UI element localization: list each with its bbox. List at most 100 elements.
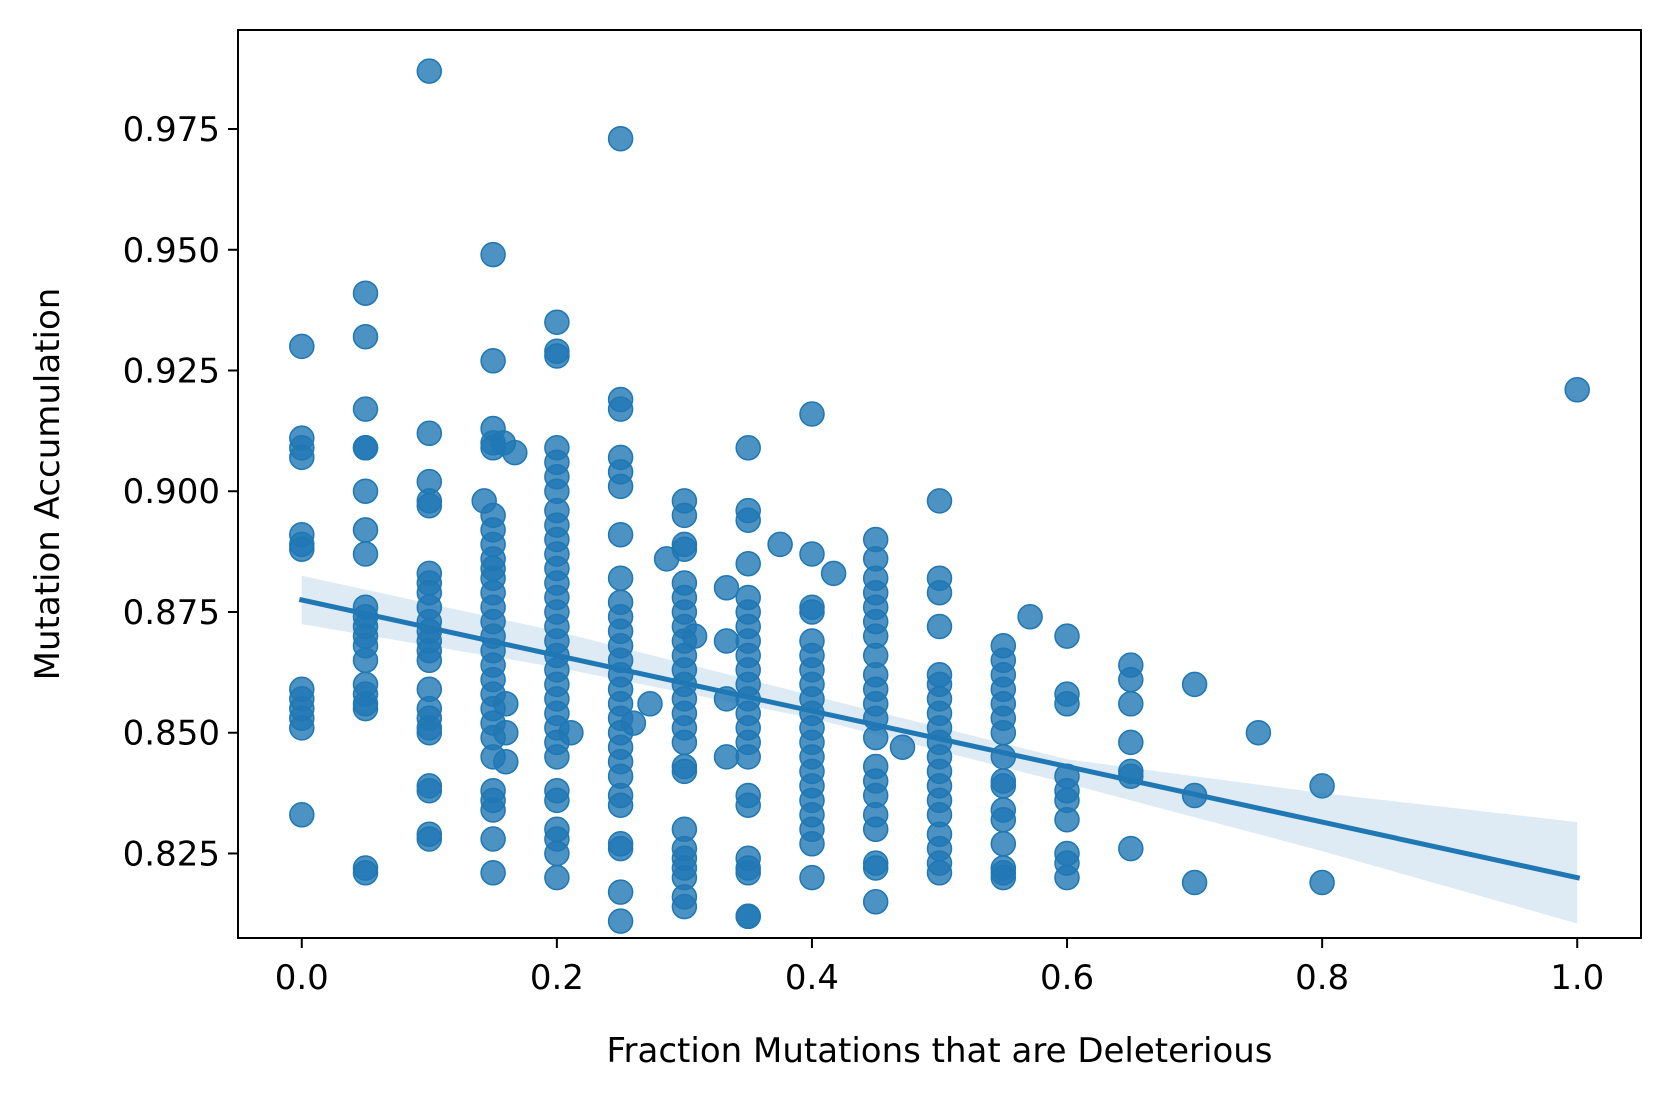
scatter-point [1564,377,1590,403]
regression-line [298,596,1581,881]
scatter-point [990,719,1017,746]
scatter-point [799,599,825,625]
scatter-point [544,840,570,867]
scatter-point [416,492,443,519]
y-tick-label: 0.825 [123,834,220,874]
scatter-point [352,323,379,350]
x-tick-label: 0.8 [1295,958,1349,998]
scatter-point [799,541,825,567]
scatter-point [416,420,443,447]
scatter-point [607,521,634,548]
scatter-point [862,889,889,915]
y-tick-label: 0.975 [123,110,220,150]
scatter-point [671,729,698,756]
y-axis-label: Mutation Accumulation [28,288,68,681]
scatter-point [416,719,443,746]
scatter-point [1054,864,1080,891]
scatter-point [480,241,506,268]
x-axis-label: Fraction Mutations that are Deleterious [606,1031,1272,1071]
scatter-point [713,628,740,654]
scatter-point [1309,773,1335,799]
scatter-point [713,744,740,770]
y-tick-label: 0.850 [123,714,220,754]
scatter-point [607,879,634,905]
y-axis-ticks: 0.825 0.850 0.875 0.900 0.925 0.950 0.975 [123,110,238,874]
scatter-point [1054,691,1080,717]
scatter-point [352,541,379,567]
scatter-point [544,343,570,369]
scatter-point [1309,869,1335,896]
scatter-point [502,439,528,466]
x-tick-label: 1.0 [1550,958,1604,998]
scatter-point [862,816,889,843]
scatter-point [493,691,519,717]
scatter-point [1054,806,1080,833]
scatter-point [607,908,634,934]
scatter-point [990,806,1017,833]
scatter-point [352,860,379,886]
scatter-point [735,744,761,770]
scatter-point [926,613,953,640]
scatter-point [1017,604,1043,630]
scatter-point [1245,719,1272,746]
scatter-point [352,647,379,674]
scatter-point [1054,623,1080,649]
x-tick-label: 0.2 [530,958,584,998]
scatter-point [990,773,1017,799]
scatter-point [1181,671,1208,698]
scatter-point [480,797,506,823]
x-axis-ticks: 0.0 0.2 0.4 0.6 0.8 1.0 [275,938,1604,998]
scatter-point [671,502,698,529]
scatter-point [990,864,1017,891]
scatter-point [352,695,379,722]
scatter-point [735,860,761,886]
scatter-point [352,435,379,461]
scatter-point [1118,691,1144,717]
scatter-point [889,734,916,760]
scatter-point [767,531,793,558]
x-tick-label: 0.4 [785,958,839,998]
scatter-point [820,560,847,587]
scatter-point [926,860,953,886]
scatter-point [607,396,634,422]
scatter-point [352,396,379,422]
y-tick-label: 0.925 [123,352,220,392]
scatter-point [990,831,1017,857]
scatter-point [637,691,663,717]
scatter-point [558,719,584,746]
scatter-point [416,58,443,84]
scatter-point [713,575,740,601]
x-tick-label: 0.0 [275,958,329,998]
scatter-point [799,864,825,891]
regression-line-layer [298,596,1581,881]
scatter-point [607,792,634,818]
scatter-point [735,792,761,818]
scatter-point [607,835,634,862]
scatter-point [735,903,761,930]
scatter-point [544,744,570,770]
scatter-point [352,517,379,543]
scatter-point [480,826,506,852]
scatter-point [671,536,698,562]
plot-frame [237,29,1642,939]
x-tick-label: 0.6 [1040,958,1094,998]
scatter-point [671,893,698,920]
scatter-point [735,550,761,577]
scatter-point [607,473,634,500]
scatter-point [352,478,379,504]
scatter-point [416,777,443,804]
scatter-point [289,715,315,741]
scatter-point [735,507,761,533]
scatter-point [289,536,315,562]
scatter-point [1118,835,1144,862]
scatter-point [493,748,519,775]
scatter-point [544,787,570,814]
y-tick-label: 0.900 [123,472,220,512]
scatter-point [620,710,647,736]
scatter-point [1118,666,1144,693]
scatter-point [480,860,506,886]
scatter-point [289,802,315,828]
scatter-point [681,623,708,649]
